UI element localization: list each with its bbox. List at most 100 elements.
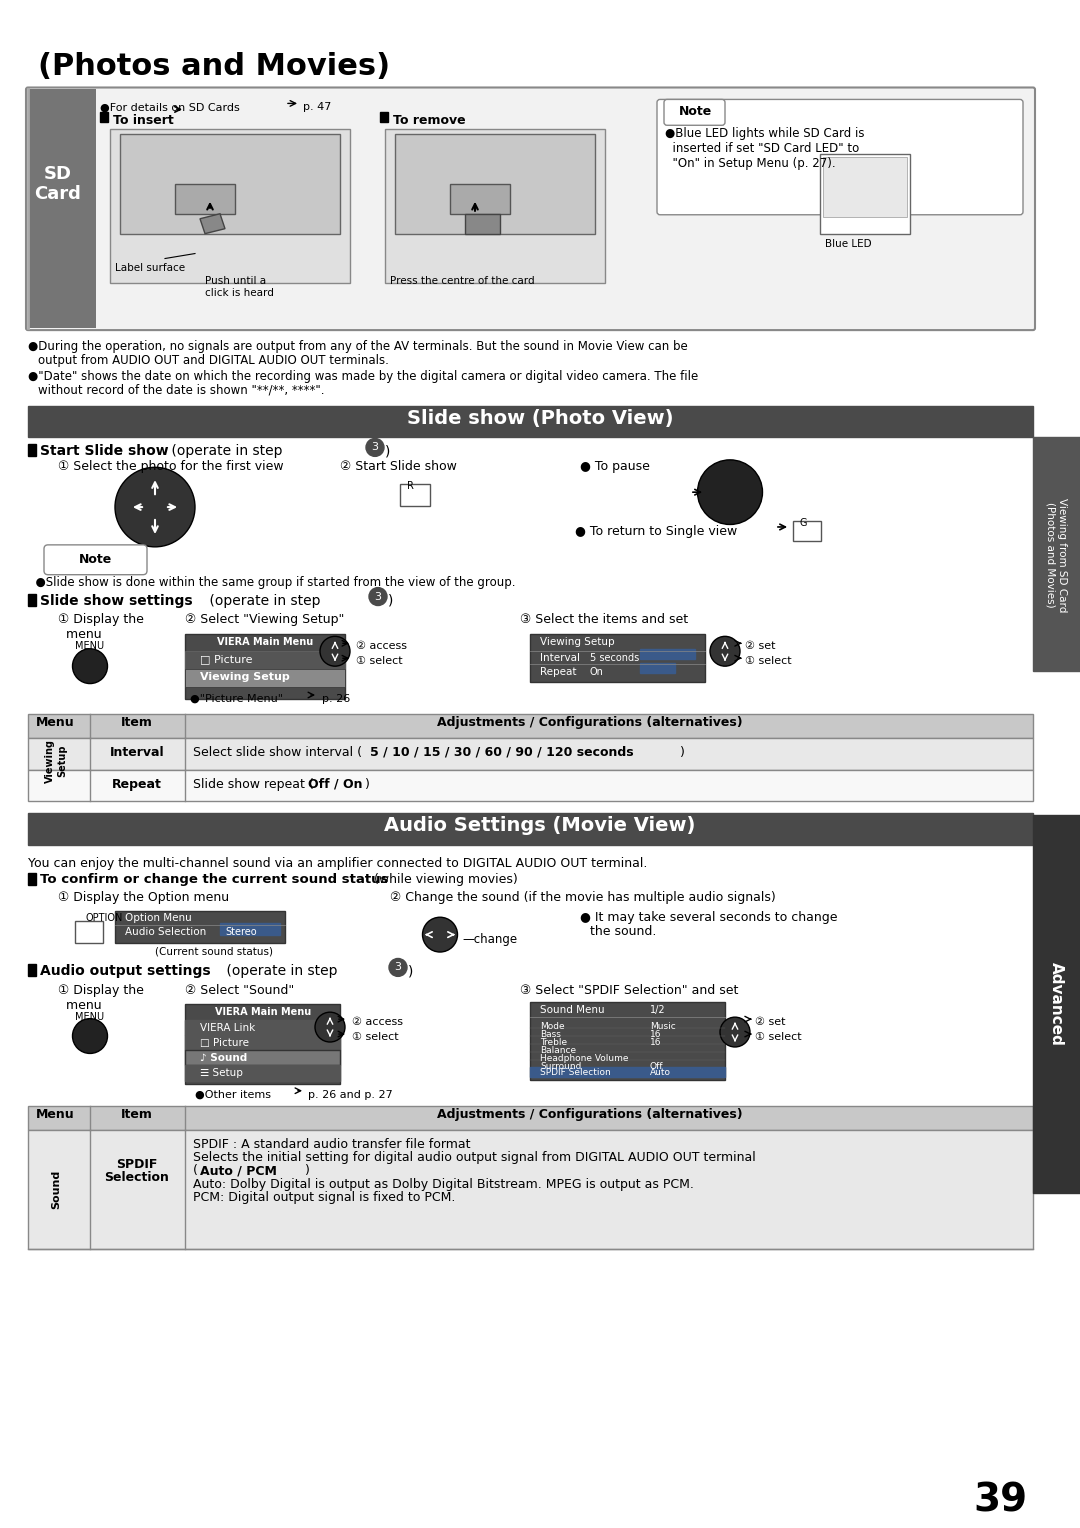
Text: Selection: Selection: [105, 1172, 170, 1184]
Text: SPDIF Selection: SPDIF Selection: [540, 1068, 611, 1077]
Text: ① Display the: ① Display the: [58, 984, 144, 998]
Bar: [28, 445, 36, 457]
FancyBboxPatch shape: [44, 545, 147, 575]
Text: Audio Selection: Audio Selection: [125, 926, 206, 937]
Bar: [1032, 816, 1080, 1193]
Text: ● To pause: ● To pause: [580, 460, 653, 474]
Text: Balance: Balance: [540, 1047, 576, 1054]
Text: MENU: MENU: [75, 642, 104, 651]
Text: Mode: Mode: [540, 1022, 565, 1031]
FancyBboxPatch shape: [26, 87, 1035, 330]
Text: VIERA Main Menu: VIERA Main Menu: [215, 1007, 311, 1018]
Ellipse shape: [698, 460, 762, 524]
Text: ●Slide show is done within the same group if started from the view of the group.: ●Slide show is done within the same grou…: [28, 576, 515, 588]
Bar: [75, 921, 103, 943]
Text: You can enjoy the multi-channel sound via an amplifier connected to DIGITAL AUDI: You can enjoy the multi-channel sound vi…: [28, 857, 647, 869]
Text: VIERA Link: VIERA Link: [200, 1024, 255, 1033]
Bar: [185, 669, 345, 688]
Text: To confirm or change the current sound status: To confirm or change the current sound s…: [40, 872, 389, 886]
Ellipse shape: [72, 649, 108, 683]
Text: ): ): [365, 778, 369, 790]
Text: Selects the initial setting for digital audio output signal from DIGITAL AUDIO O: Selects the initial setting for digital …: [193, 1152, 756, 1164]
Bar: [793, 521, 821, 541]
Bar: [28, 1129, 1032, 1248]
Text: Auto / PCM: Auto / PCM: [200, 1164, 276, 1177]
Text: ② Change the sound (if the movie has multiple audio signals): ② Change the sound (if the movie has mul…: [390, 891, 775, 905]
Text: 16: 16: [650, 1038, 661, 1047]
Text: Slide show settings: Slide show settings: [40, 593, 192, 608]
Text: Interval: Interval: [110, 746, 164, 759]
Ellipse shape: [72, 1019, 108, 1053]
Text: PCM: Digital output signal is fixed to PCM.: PCM: Digital output signal is fixed to P…: [193, 1192, 456, 1204]
Text: Audio Settings (Movie View): Audio Settings (Movie View): [384, 816, 696, 836]
Text: ●"Picture Menu": ●"Picture Menu": [190, 694, 283, 704]
Text: 3: 3: [372, 443, 378, 452]
Text: 3: 3: [375, 591, 381, 602]
Text: 5 seconds: 5 seconds: [590, 654, 639, 663]
Bar: [28, 405, 1032, 437]
Text: without record of the date is shown "**/**, ****".: without record of the date is shown "**/…: [38, 384, 324, 397]
Bar: [185, 1050, 340, 1065]
Text: Viewing Setup: Viewing Setup: [540, 637, 615, 648]
Bar: [530, 634, 705, 681]
Text: Slide show (Photo View): Slide show (Photo View): [407, 408, 673, 428]
Text: Sound Menu: Sound Menu: [540, 1005, 605, 1015]
Text: Off / On: Off / On: [308, 778, 363, 790]
FancyBboxPatch shape: [657, 99, 1023, 215]
Text: SPDIF: SPDIF: [117, 1158, 158, 1172]
Text: ● It may take several seconds to change: ● It may take several seconds to change: [580, 911, 837, 924]
Bar: [530, 1002, 725, 1080]
Ellipse shape: [422, 917, 458, 952]
Text: 1/2: 1/2: [650, 1005, 665, 1015]
Bar: [820, 154, 910, 234]
Text: menu: menu: [58, 999, 102, 1012]
Text: Auto: Auto: [650, 1068, 671, 1077]
Text: ): ): [408, 964, 414, 978]
Text: Press the centre of the card: Press the centre of the card: [390, 277, 535, 286]
Text: Menu: Menu: [36, 717, 75, 729]
Bar: [185, 1021, 340, 1034]
Text: 39: 39: [973, 1482, 1027, 1519]
Text: Adjustments / Configurations (alternatives): Adjustments / Configurations (alternativ…: [437, 1108, 743, 1120]
Text: MENU: MENU: [75, 1012, 104, 1022]
Bar: [530, 1067, 725, 1077]
Text: Option Menu: Option Menu: [125, 912, 192, 923]
Bar: [28, 90, 96, 329]
Text: Label surface: Label surface: [114, 263, 185, 274]
Text: ●During the operation, no signals are output from any of the AV terminals. But t: ●During the operation, no signals are ou…: [28, 341, 688, 353]
Bar: [185, 1065, 340, 1080]
Text: Note: Note: [678, 105, 712, 118]
Text: Headphone Volume: Headphone Volume: [540, 1054, 629, 1063]
Text: (: (: [193, 1164, 198, 1177]
Bar: [823, 157, 907, 217]
Bar: [28, 593, 36, 605]
Text: ① select: ① select: [745, 656, 792, 666]
Text: ① Display the: ① Display the: [58, 613, 144, 626]
Text: p. 26 and p. 27: p. 26 and p. 27: [308, 1089, 393, 1100]
Text: ② Select "Viewing Setup": ② Select "Viewing Setup": [185, 613, 345, 626]
Bar: [640, 663, 675, 674]
Text: Auto: Dolby Digital is output as Dolby Digital Bitstream. MPEG is output as PCM.: Auto: Dolby Digital is output as Dolby D…: [193, 1178, 693, 1192]
Text: (operate in step: (operate in step: [205, 593, 325, 608]
Bar: [28, 770, 1032, 801]
Bar: [185, 634, 345, 698]
Ellipse shape: [114, 468, 195, 547]
Bar: [395, 134, 595, 234]
Bar: [465, 214, 500, 234]
Text: Audio output settings: Audio output settings: [40, 964, 211, 978]
Bar: [380, 113, 388, 122]
Text: Item: Item: [121, 1108, 153, 1120]
Bar: [114, 911, 285, 943]
Text: Surround: Surround: [540, 1062, 581, 1071]
Text: ② access: ② access: [352, 1018, 403, 1027]
Text: Treble: Treble: [540, 1038, 567, 1047]
Text: 3: 3: [394, 963, 402, 972]
Text: ●Blue LED lights while SD Card is
  inserted if set "SD Card LED" to
  "On" in S: ●Blue LED lights while SD Card is insert…: [665, 127, 864, 170]
Text: ① select: ① select: [352, 1031, 399, 1042]
Text: ●"Date" shows the date on which the recording was made by the digital camera or : ●"Date" shows the date on which the reco…: [28, 370, 699, 384]
Text: Viewing Setup: Viewing Setup: [200, 672, 289, 681]
Text: menu: menu: [58, 628, 102, 642]
Bar: [450, 183, 510, 214]
Ellipse shape: [320, 636, 350, 666]
Text: (Photos and Movies): (Photos and Movies): [38, 52, 390, 81]
